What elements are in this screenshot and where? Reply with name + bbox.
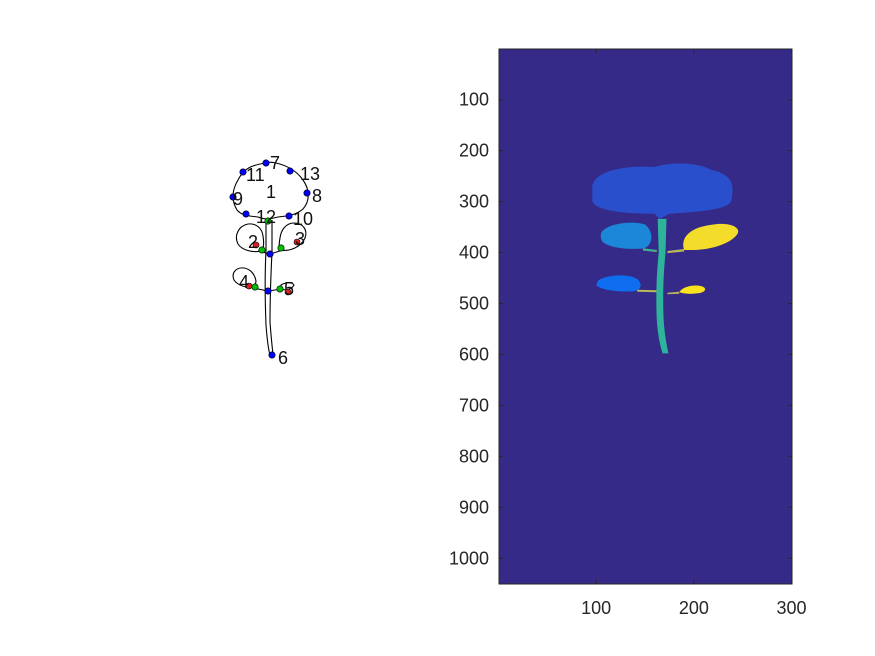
lower-left-leaf-outline <box>232 267 257 288</box>
skeleton-point-marker-11 <box>239 168 247 176</box>
skeleton-point-label-2: 2 <box>248 232 258 252</box>
lower-right-leaf-outline <box>279 282 295 291</box>
y-tick-label-1000: 1000 <box>449 548 489 568</box>
y-tick-label-200: 200 <box>459 141 489 161</box>
skeleton-markers <box>229 159 311 359</box>
axes-box <box>498 48 793 585</box>
head-junction-marker <box>264 217 272 225</box>
y-tick-label-100: 100 <box>459 90 489 110</box>
skeleton-point-label-11: 11 <box>246 165 265 185</box>
stem-junction-marker-1 <box>266 250 274 258</box>
skeleton-point-marker-8 <box>303 189 311 197</box>
axis-ticks: 100 200 300 100 200 300 400 500 600 700 800 900 1000 <box>449 49 807 618</box>
y-tick-label-700: 700 <box>459 395 489 415</box>
stem-junction-marker-2 <box>264 287 272 295</box>
region-leaf-ll <box>596 275 641 292</box>
x-tick-label-300: 300 <box>776 598 806 618</box>
region-head <box>592 163 733 219</box>
skeleton-point-marker-10 <box>285 212 293 220</box>
skeleton-point-marker-2 <box>258 246 266 254</box>
y-tick-label-800: 800 <box>459 446 489 466</box>
skeleton-point-label-7: 7 <box>270 153 280 173</box>
x-tick-label-200: 200 <box>679 598 709 618</box>
skeleton-point-marker-3 <box>277 244 285 252</box>
segmentation-image: 100 200 300 100 200 300 400 500 600 700 800 900 1000 <box>449 48 807 618</box>
y-tick-label-400: 400 <box>459 243 489 263</box>
segmented-regions <box>592 163 739 354</box>
y-tick-label-500: 500 <box>459 294 489 314</box>
upper-left-leaf-outline <box>235 223 265 253</box>
region-leaf-ur <box>683 223 739 250</box>
stem-outline-right <box>269 220 274 355</box>
y-tick-label-900: 900 <box>459 497 489 517</box>
y-tick-label-600: 600 <box>459 344 489 364</box>
skeleton-point-label-10: 10 <box>293 209 313 229</box>
skeleton-point-marker-13 <box>286 167 294 175</box>
skeleton-point-label-3: 3 <box>295 229 305 249</box>
region-stem <box>643 218 669 354</box>
skeleton-point-label-4: 4 <box>239 272 249 292</box>
skeleton-point-label-5: 5 <box>284 279 294 299</box>
image-background <box>499 49 792 584</box>
skeleton-point-marker-7 <box>262 159 270 167</box>
skeleton-point-label-1: 1 <box>266 182 276 202</box>
skeleton-point-label-13: 13 <box>300 164 320 184</box>
skeleton-point-label-9: 9 <box>233 189 243 209</box>
flower-head-outline <box>232 161 309 220</box>
skeleton-junction-marker-2 <box>252 241 260 249</box>
skeleton-junction-marker-3 <box>293 238 301 246</box>
skeleton-point-label-6: 6 <box>278 348 288 368</box>
upper-right-leaf-outline <box>278 222 307 251</box>
skeleton-point-marker-5 <box>276 285 284 293</box>
skeleton-point-marker-12 <box>242 210 250 218</box>
stem-outline-left <box>264 220 271 356</box>
skeleton-point-marker-6 <box>268 351 276 359</box>
skeleton-point-label-8: 8 <box>312 186 322 206</box>
skeleton-point-marker-9 <box>229 193 237 201</box>
x-tick-label-100: 100 <box>581 598 611 618</box>
skeleton-point-marker-4 <box>251 283 259 291</box>
skeleton-point-label-12: 12 <box>256 207 276 227</box>
region-leaf-lr <box>679 285 706 294</box>
skeleton-junction-marker-5 <box>284 288 292 296</box>
y-tick-label-300: 300 <box>459 192 489 212</box>
region-leaf-ul <box>600 222 652 249</box>
